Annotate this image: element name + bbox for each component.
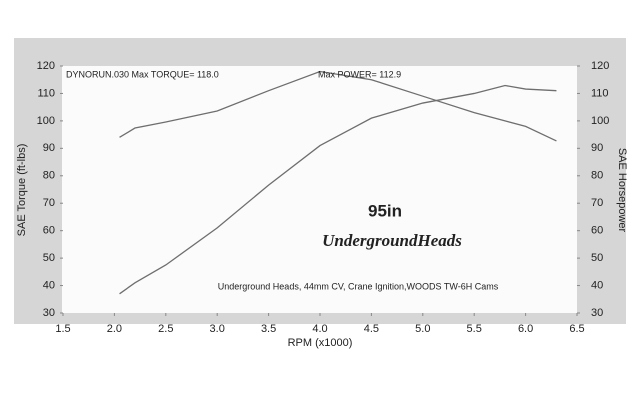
plot-area: [62, 66, 577, 313]
y2-tick-label: 30: [591, 307, 603, 319]
y2-tick-label: 100: [591, 115, 609, 127]
x-tick-label: 4.5: [364, 323, 379, 335]
y-tick-label: 110: [37, 87, 55, 99]
annotation: Max POWER= 112.9: [318, 69, 401, 79]
y-tick-label: 50: [43, 252, 55, 264]
x-tick-label: 3.0: [210, 323, 225, 335]
y-tick-label: 120: [37, 60, 55, 72]
y2-tick-label: 40: [591, 279, 603, 291]
x-tick-label: 2.5: [158, 323, 173, 335]
y2-tick-label: 120: [591, 60, 609, 72]
x-tick-label: 5.0: [415, 323, 430, 335]
x-tick-label: 2.0: [107, 323, 122, 335]
y2-tick-label: 60: [591, 225, 603, 237]
y2-axis-label: SAE Horsepower: [616, 148, 628, 233]
y-tick-label: 30: [43, 307, 55, 319]
y2-tick-label: 70: [591, 197, 603, 209]
annotation: UndergroundHeads: [322, 231, 462, 250]
x-tick-label: 4.0: [312, 323, 327, 335]
y-tick-label: 90: [43, 142, 55, 154]
x-tick-label: 1.5: [55, 323, 70, 335]
annotation: Underground Heads, 44mm CV, Crane Igniti…: [218, 281, 499, 291]
y-tick-label: 100: [37, 115, 55, 127]
y-tick-label: 70: [43, 197, 55, 209]
annotation: DYNORUN.030 Max TORQUE= 118.0: [66, 69, 219, 79]
line-series: [119, 84, 557, 295]
y2-tick-label: 110: [591, 87, 609, 99]
x-tick-label: 6.5: [569, 323, 584, 335]
x-tick-label: 3.5: [261, 323, 276, 335]
annotation: 95in: [368, 201, 402, 220]
y-tick-label: 40: [43, 279, 55, 291]
x-tick-label: 6.0: [518, 323, 533, 335]
y2-tick-label: 50: [591, 252, 603, 264]
y-tick-label: 80: [43, 170, 55, 182]
x-axis-label: RPM (x1000): [288, 337, 353, 349]
y2-tick-label: 80: [591, 170, 603, 182]
x-tick-label: 5.5: [467, 323, 482, 335]
line-series: [119, 70, 557, 142]
y-axis-label: SAE Torque (ft-lbs): [16, 144, 28, 237]
y2-tick-label: 90: [591, 142, 603, 154]
y-tick-label: 60: [43, 225, 55, 237]
